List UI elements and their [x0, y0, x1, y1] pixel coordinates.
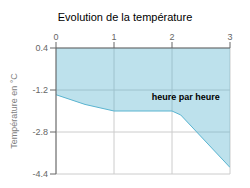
- svg-text:1: 1: [111, 32, 116, 42]
- svg-text:-4.4: -4.4: [32, 169, 48, 179]
- svg-text:Température en °C: Température en °C: [9, 73, 19, 149]
- svg-text:2: 2: [169, 32, 174, 42]
- svg-text:0.4: 0.4: [35, 43, 48, 53]
- svg-text:heure par heure: heure par heure: [152, 92, 220, 102]
- html-text:Evolution de la température: Evolution de la température: [57, 11, 193, 23]
- svg-text:3: 3: [227, 32, 232, 42]
- svg-text:-1.2: -1.2: [32, 85, 48, 95]
- svg-text:-2.8: -2.8: [32, 127, 48, 137]
- svg-text:0: 0: [53, 32, 58, 42]
